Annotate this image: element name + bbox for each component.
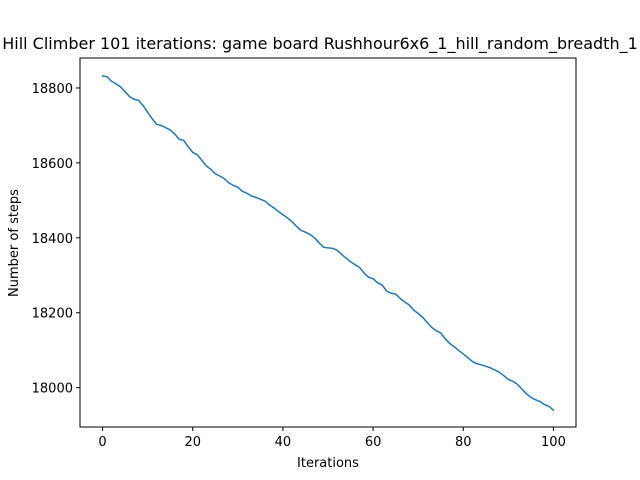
y-tick-label: 18600 <box>32 157 73 172</box>
x-tick-label: 20 <box>184 435 201 450</box>
y-tick-label: 18400 <box>32 232 73 247</box>
x-axis-label: Iterations <box>297 456 359 471</box>
x-tick-label: 60 <box>365 435 382 450</box>
x-tick-label: 0 <box>98 435 106 450</box>
y-tick-label: 18200 <box>32 307 73 322</box>
y-axis-label: Number of steps <box>7 189 22 297</box>
y-tick-label: 18000 <box>32 382 73 397</box>
chart-title: Hill Climber 101 iterations: game board … <box>2 34 638 54</box>
axes-frame <box>79 57 577 428</box>
x-tick-label: 40 <box>275 435 292 450</box>
y-axis-ticks: 18000 18200 18400 18600 18800 <box>32 82 80 397</box>
plot-area <box>79 57 577 428</box>
series-line-0 <box>101 75 555 411</box>
x-tick-label: 100 <box>541 435 566 450</box>
x-tick-label: 80 <box>455 435 472 450</box>
y-tick-label: 18800 <box>32 82 73 97</box>
x-axis-ticks: 0 20 40 60 80 100 <box>98 427 566 450</box>
